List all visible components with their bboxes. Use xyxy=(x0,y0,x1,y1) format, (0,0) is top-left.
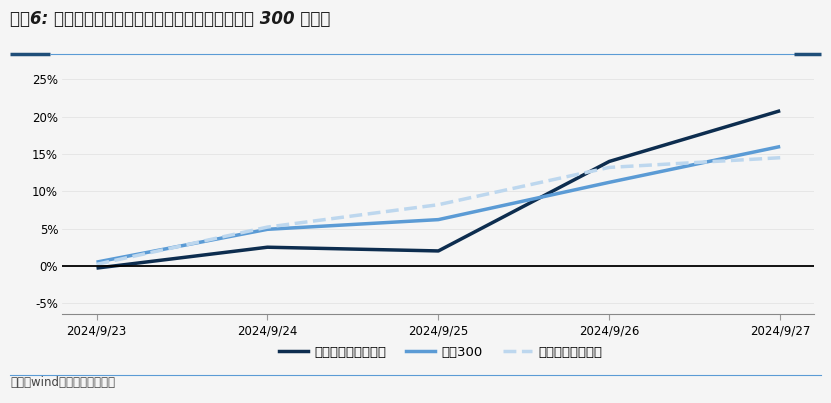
恒生中国企业指数 xyxy=(775,155,785,160)
Text: 来源：wind，国金证券研究所: 来源：wind，国金证券研究所 xyxy=(10,376,115,389)
恒生中国企业指数 xyxy=(263,224,273,229)
Line: 恒生中国企业指数: 恒生中国企业指数 xyxy=(96,158,780,264)
Line: 沪深300: 沪深300 xyxy=(96,147,780,262)
沪深300 xyxy=(263,227,273,232)
恒生中国企业指数 xyxy=(91,262,101,267)
沪深300 xyxy=(91,260,101,264)
恒生物业服务及管理 xyxy=(263,245,273,249)
Text: 图表6: 本周恒生物管指数、恒生中国企业指数、沪深 300 涨跌幅: 图表6: 本周恒生物管指数、恒生中国企业指数、沪深 300 涨跌幅 xyxy=(10,10,331,28)
恒生物业服务及管理 xyxy=(434,249,444,253)
恒生物业服务及管理 xyxy=(604,159,614,164)
恒生物业服务及管理 xyxy=(775,108,785,113)
恒生中国企业指数 xyxy=(604,165,614,170)
Line: 恒生物业服务及管理: 恒生物业服务及管理 xyxy=(96,111,780,268)
Legend: 恒生物业服务及管理, 沪深300, 恒生中国企业指数: 恒生物业服务及管理, 沪深300, 恒生中国企业指数 xyxy=(273,341,607,364)
沪深300 xyxy=(434,217,444,222)
恒生物业服务及管理 xyxy=(91,266,101,270)
沪深300 xyxy=(775,144,785,149)
恒生中国企业指数 xyxy=(434,202,444,207)
沪深300 xyxy=(604,180,614,185)
